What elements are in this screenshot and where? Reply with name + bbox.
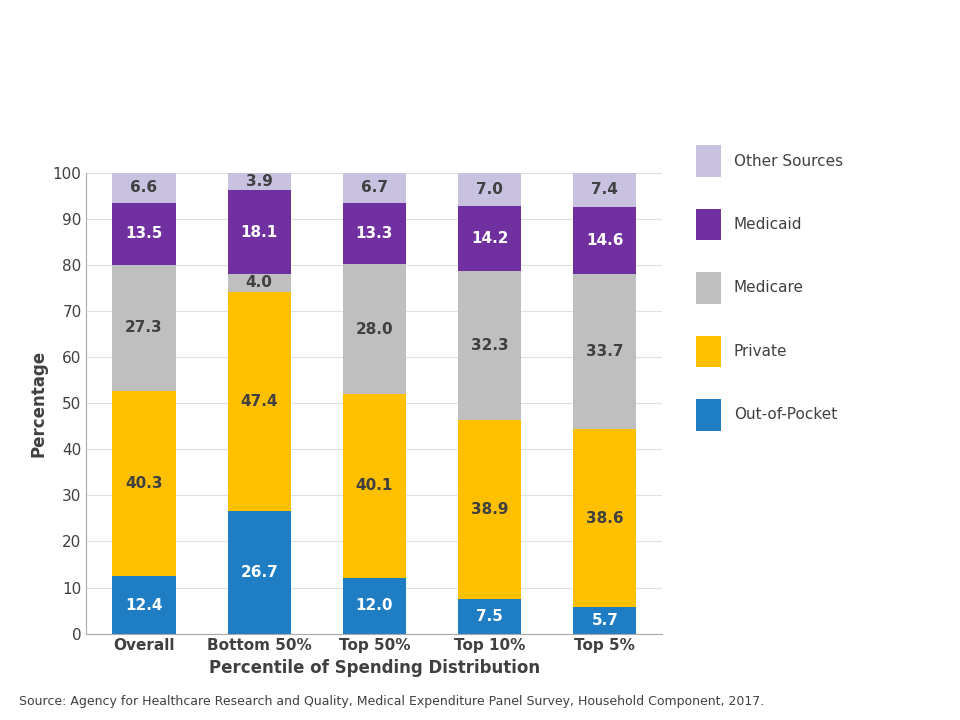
Bar xyxy=(696,336,721,367)
Bar xyxy=(112,203,176,265)
Bar xyxy=(573,274,636,429)
Text: 7.5: 7.5 xyxy=(476,609,503,624)
Bar xyxy=(343,578,406,634)
Text: 18.1: 18.1 xyxy=(241,225,277,240)
Bar xyxy=(458,205,521,271)
Bar xyxy=(696,272,721,304)
Text: 13.5: 13.5 xyxy=(126,226,162,241)
Bar xyxy=(112,172,176,203)
Bar xyxy=(112,391,176,577)
Bar xyxy=(573,429,636,608)
Text: 3.9: 3.9 xyxy=(246,174,273,189)
Bar xyxy=(458,174,521,205)
Text: Source: Agency for Healthcare Research and Quality, Medical Expenditure Panel Su: Source: Agency for Healthcare Research a… xyxy=(19,696,764,708)
Text: 6.6: 6.6 xyxy=(131,180,157,195)
Text: 12.0: 12.0 xyxy=(355,598,394,613)
Text: 47.4: 47.4 xyxy=(240,394,278,409)
Bar xyxy=(228,190,291,274)
Text: 40.3: 40.3 xyxy=(125,476,163,491)
Text: 12.4: 12.4 xyxy=(125,598,163,613)
Bar xyxy=(696,145,721,177)
Text: 28.0: 28.0 xyxy=(355,322,394,336)
Text: and percentile of spending, 2017: and percentile of spending, 2017 xyxy=(204,84,621,104)
Bar xyxy=(112,265,176,391)
Bar xyxy=(343,172,406,203)
Text: 27.3: 27.3 xyxy=(125,320,163,336)
Bar xyxy=(228,274,291,292)
Text: 5.7: 5.7 xyxy=(591,613,618,628)
Bar xyxy=(343,264,406,394)
Text: 13.3: 13.3 xyxy=(356,226,393,241)
Bar xyxy=(458,420,521,599)
Text: Figure 6. Percentage of persons by source of payment: Figure 6. Percentage of persons by sourc… xyxy=(71,34,755,54)
Bar xyxy=(343,203,406,264)
Bar xyxy=(573,173,636,207)
Text: 40.1: 40.1 xyxy=(356,478,393,493)
Bar xyxy=(573,207,636,274)
Text: 38.9: 38.9 xyxy=(470,502,509,517)
Text: Private: Private xyxy=(733,344,787,359)
Y-axis label: Percentage: Percentage xyxy=(29,350,47,456)
Bar xyxy=(458,599,521,634)
Text: 7.4: 7.4 xyxy=(591,182,618,197)
Text: Medicaid: Medicaid xyxy=(733,217,803,232)
Bar xyxy=(228,292,291,510)
Bar xyxy=(112,577,176,634)
Bar xyxy=(573,608,636,634)
Text: 38.6: 38.6 xyxy=(586,511,624,526)
Bar xyxy=(696,209,721,240)
Bar xyxy=(458,271,521,420)
Text: 6.7: 6.7 xyxy=(361,180,388,195)
Bar xyxy=(696,399,721,431)
Text: 32.3: 32.3 xyxy=(470,338,509,353)
Text: 4.0: 4.0 xyxy=(246,276,273,290)
Text: 14.2: 14.2 xyxy=(470,230,509,246)
Text: Medicare: Medicare xyxy=(733,281,804,295)
Text: 7.0: 7.0 xyxy=(476,182,503,197)
Bar xyxy=(343,394,406,578)
Text: 14.6: 14.6 xyxy=(586,233,624,248)
Bar xyxy=(228,172,291,190)
Bar xyxy=(228,510,291,634)
Text: Other Sources: Other Sources xyxy=(733,154,843,168)
Text: 33.7: 33.7 xyxy=(586,344,624,359)
X-axis label: Percentile of Spending Distribution: Percentile of Spending Distribution xyxy=(209,659,540,677)
Text: Out-of-Pocket: Out-of-Pocket xyxy=(733,408,837,422)
Text: 26.7: 26.7 xyxy=(240,564,278,580)
